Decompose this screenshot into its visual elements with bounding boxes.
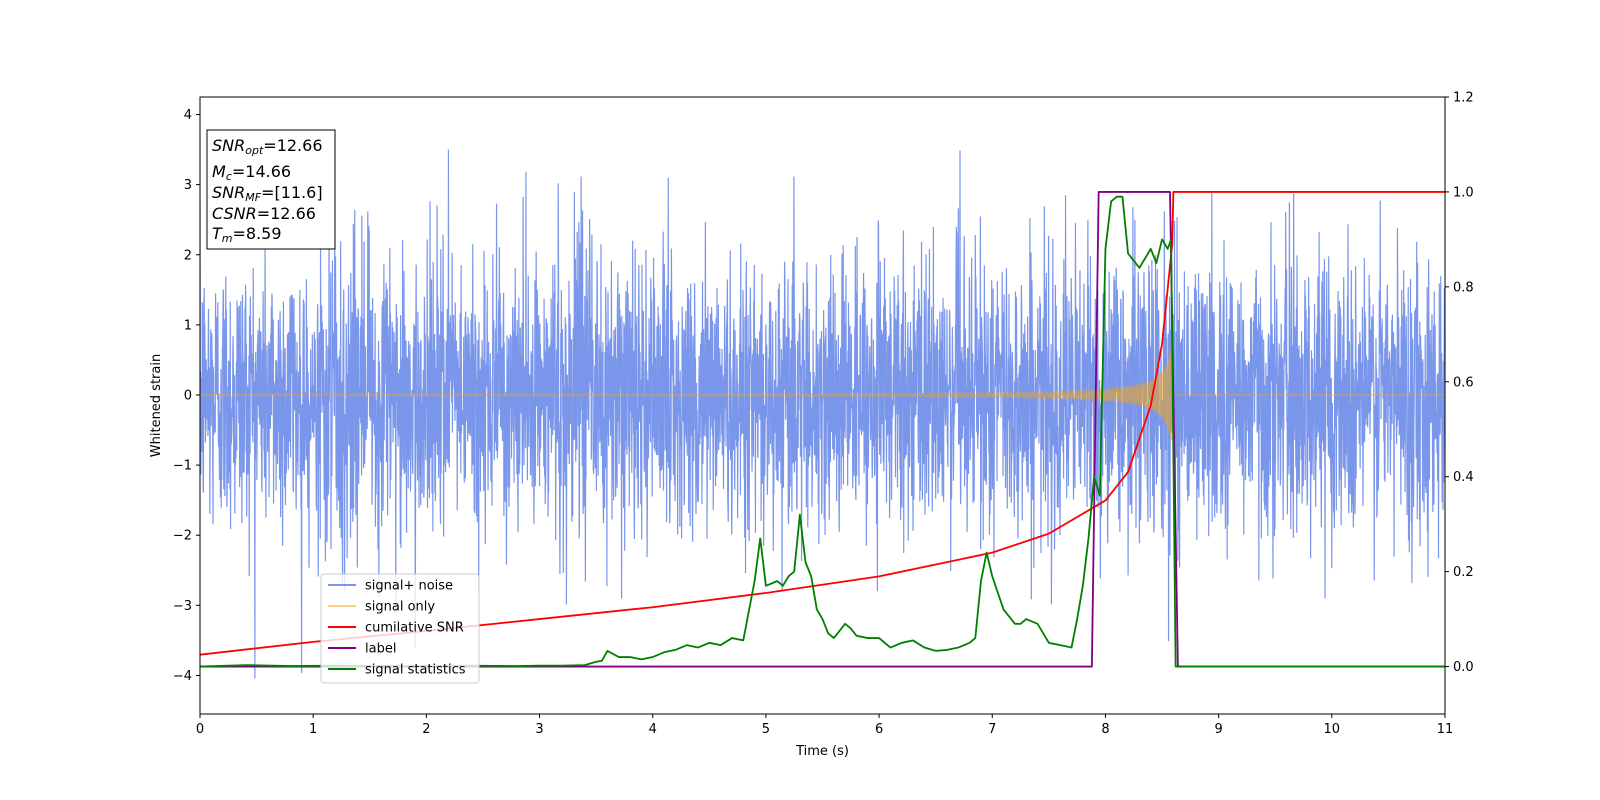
x-tick-label: 0 xyxy=(196,722,204,737)
legend-entry: cumilative SNR xyxy=(365,621,464,636)
legend: signal+ noise signal only cumilative SNR la… xyxy=(320,573,480,684)
x-tick-label: 10 xyxy=(1324,722,1341,737)
x-tick-label: 4 xyxy=(649,722,657,737)
annotation-box: SNRopt=12.66 Mc=14.66SNRMF=[11.6]CSNR=12.… xyxy=(206,129,336,250)
y-right-tick-label: 0.0 xyxy=(1453,660,1474,675)
legend-entry: signal statistics xyxy=(365,663,466,678)
series-signal-statistics xyxy=(200,195,1445,668)
y-axis-label: Whitened strain xyxy=(149,354,164,457)
series-cumilative-snr xyxy=(200,191,1445,656)
right-axis-series-layer xyxy=(200,191,1445,668)
annotation-tm: Tm=8.59 xyxy=(212,224,282,245)
annotation-snr_mf: SNRMF=[11.6] xyxy=(212,183,323,204)
legend-entry: signal+ noise xyxy=(365,579,453,594)
y-right-tick-label: 0.4 xyxy=(1453,470,1474,485)
y-left-tick-label: 4 xyxy=(184,108,192,123)
y-right-tick-label: 1.2 xyxy=(1453,91,1474,106)
plot-frame xyxy=(199,96,1446,715)
signal-only-layer xyxy=(200,340,1445,441)
legend-entry: label xyxy=(365,642,396,657)
annotation-mc: Mc=14.66 xyxy=(212,162,291,183)
y-left-tick-label: −2 xyxy=(173,529,192,544)
x-tick-label: 7 xyxy=(988,722,996,737)
y-left-tick-label: −1 xyxy=(173,459,192,474)
x-tick-label: 11 xyxy=(1437,722,1454,737)
legend-entry: signal only xyxy=(365,600,435,615)
x-tick-label: 9 xyxy=(1214,722,1222,737)
y-left-tick-label: 1 xyxy=(184,318,192,333)
x-tick-label: 1 xyxy=(309,722,317,737)
y-right-tick-label: 0.8 xyxy=(1453,280,1474,295)
y-left-tick-label: −4 xyxy=(173,669,192,684)
y-left-tick-label: 2 xyxy=(184,248,192,263)
y-left-tick-label: −3 xyxy=(173,599,192,614)
series-signal-noise xyxy=(200,149,1445,679)
annotation-snr_opt: SNRopt=12.66 xyxy=(212,136,323,157)
annotation-csnr: CSNR=12.66 xyxy=(212,204,316,223)
x-tick-label: 5 xyxy=(762,722,770,737)
y-left-tick-label: 0 xyxy=(184,388,192,403)
axes: 0 1 2 3 4 5 6 7 8 9 10 11 −4 −3 −2 −1 0 1 2 3 4 0.0 0.2 0.4 0.6 0… xyxy=(149,91,1474,760)
signal-noise-layer xyxy=(200,149,1445,679)
y-right-tick-label: 0.6 xyxy=(1453,375,1474,390)
y-right-tick-label: 1.0 xyxy=(1453,185,1474,200)
y-left-tick-label: 3 xyxy=(184,178,192,193)
x-tick-label: 3 xyxy=(535,722,543,737)
x-tick-label: 8 xyxy=(1101,722,1109,737)
series-signal-only xyxy=(200,340,1445,441)
x-tick-label: 6 xyxy=(875,722,883,737)
x-axis-label: Time (s) xyxy=(795,744,849,759)
x-tick-label: 2 xyxy=(422,722,430,737)
y-right-tick-label: 0.2 xyxy=(1453,565,1474,580)
